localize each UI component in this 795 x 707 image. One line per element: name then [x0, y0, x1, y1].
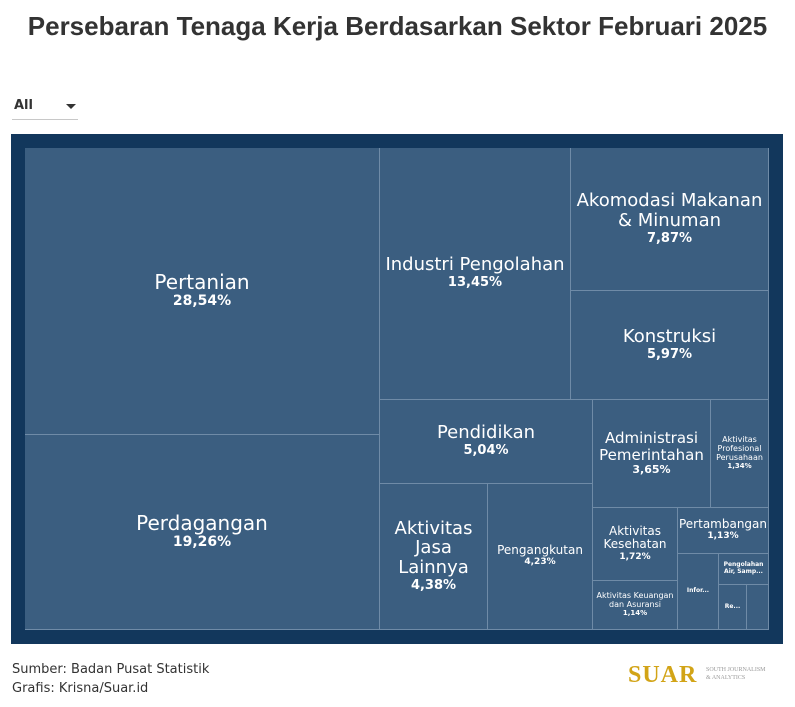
- tile-label: Akomodasi Makanan & Minuman: [576, 190, 763, 231]
- credit-note: Grafis: Krisna/Suar.id: [12, 681, 149, 696]
- sector-filter-dropdown[interactable]: All: [12, 94, 78, 120]
- tile-value: 4,38%: [410, 578, 457, 594]
- tile-value: 5,04%: [463, 443, 509, 459]
- logo-wordmark: SUAR: [628, 662, 698, 688]
- treemap-tile[interactable]: Aktivitas Profesional Perusahaan 1,34%: [711, 400, 769, 508]
- tile-label: Pertambangan: [678, 517, 768, 532]
- treemap-tile[interactable]: Administrasi Pemerintahan 3,65%: [593, 400, 711, 508]
- tile-label: Industri Pengolahan: [385, 254, 565, 276]
- tile-label: Konstruksi: [622, 325, 717, 347]
- tile-value: 7,87%: [646, 230, 693, 246]
- treemap-tile[interactable]: Pertanian 28,54%: [25, 148, 380, 435]
- tile-label: Infor...: [686, 587, 710, 595]
- treemap-tile[interactable]: Re...: [719, 585, 747, 630]
- treemap-tile[interactable]: Aktivitas Kesehatan 1,72%: [593, 508, 678, 581]
- treemap-tile[interactable]: Pengolahan Air, Samp...: [719, 554, 769, 585]
- treemap-tile[interactable]: Pengangkutan 4,23%: [488, 484, 593, 630]
- tile-label: Aktivitas Jasa Lainnya: [394, 517, 473, 579]
- tile-label: Aktivitas Profesional Perusahaan: [716, 434, 763, 462]
- tile-value: 1,14%: [622, 609, 648, 618]
- tile-label: Aktivitas Kesehatan: [603, 524, 667, 552]
- treemap: Pertanian 28,54% Perdagangan 19,26% Industri…: [25, 148, 769, 630]
- tile-label: Pengangkutan: [497, 543, 583, 558]
- tile-value: 28,54%: [172, 293, 232, 310]
- treemap-tile[interactable]: [747, 585, 769, 630]
- treemap-tile[interactable]: Akomodasi Makanan & Minuman 7,87%: [571, 148, 769, 291]
- tile-value: 1,72%: [619, 551, 651, 562]
- tile-value: 4,23%: [524, 557, 556, 568]
- source-note: Sumber: Badan Pusat Statistik: [12, 662, 210, 677]
- treemap-tile[interactable]: Aktivitas Jasa Lainnya 4,38%: [380, 484, 488, 630]
- treemap-tile[interactable]: Pendidikan 5,04%: [380, 400, 593, 484]
- treemap-tile[interactable]: Konstruksi 5,97%: [571, 291, 769, 400]
- tile-label: Perdagangan: [136, 511, 268, 536]
- treemap-tile[interactable]: Aktivitas Keuangan dan Asuransi 1,14%: [593, 581, 678, 630]
- chevron-down-icon: [66, 104, 76, 109]
- tile-label: Pendidikan: [436, 422, 536, 444]
- footer: Sumber: Badan Pusat Statistik Grafis: Kr…: [12, 660, 209, 698]
- tile-label: Administrasi Pemerintahan: [599, 429, 704, 464]
- treemap-tile[interactable]: Pertambangan 1,13%: [678, 508, 769, 554]
- tile-value: 1,34%: [727, 462, 752, 471]
- filter-selected-value: All: [14, 98, 33, 113]
- logo-tagline: SOUTH JOURNALISM & ANALYTICS: [706, 667, 766, 681]
- tile-value: 3,65%: [632, 463, 671, 477]
- page-title: Persebaran Tenaga Kerja Berdasarkan Sekt…: [27, 11, 768, 41]
- treemap-tile[interactable]: Infor...: [678, 554, 719, 630]
- treemap-tile[interactable]: Industri Pengolahan 13,45%: [380, 148, 571, 400]
- tile-label: Pengolahan Air, Samp...: [723, 561, 764, 575]
- tile-value: 13,45%: [447, 275, 503, 291]
- tile-label: Pertanian: [154, 270, 250, 295]
- tile-value: 19,26%: [172, 534, 232, 551]
- tile-label: Re...: [724, 602, 741, 610]
- treemap-tile[interactable]: Perdagangan 19,26%: [25, 435, 380, 630]
- tile-value: 5,97%: [646, 346, 693, 362]
- tile-value: 1,13%: [707, 531, 739, 542]
- treemap-frame: Pertanian 28,54% Perdagangan 19,26% Industri…: [11, 134, 783, 644]
- tile-label: Aktivitas Keuangan dan Asuransi: [596, 590, 674, 609]
